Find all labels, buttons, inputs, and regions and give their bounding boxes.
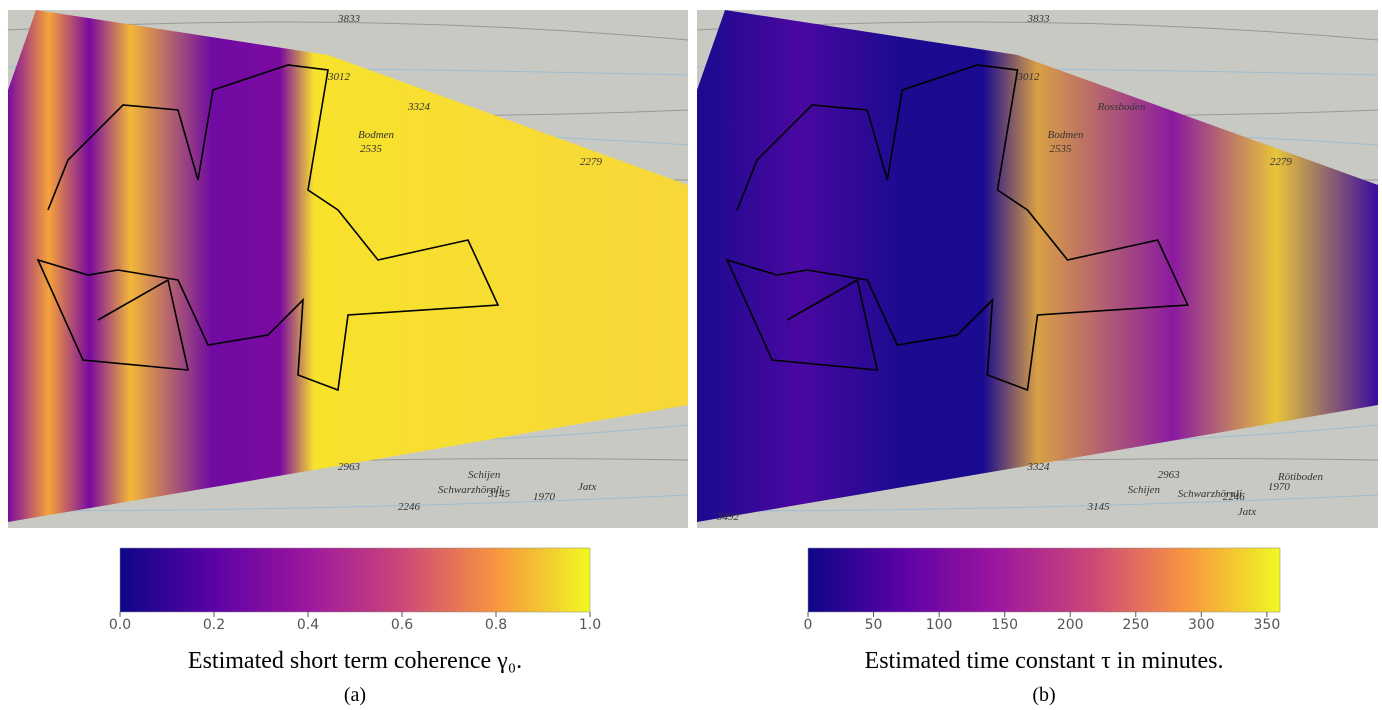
colorbar-tick-label: 1.0 (579, 617, 601, 633)
panel-label: (a) (344, 684, 366, 706)
map-label: 3012 (327, 71, 351, 83)
colorbar-tick-label: 0.0 (109, 617, 131, 633)
map-label: 1970 (533, 491, 556, 503)
map-panel: 3833 3012 Bodmen 2535 2279 Rossboden 3324 2963 S… (697, 10, 1378, 528)
map-label: 2963 (1158, 469, 1181, 481)
colorbar-tick-label: 300 (1188, 617, 1215, 633)
colorbar-tick-label: 0.4 (297, 617, 319, 633)
colorbar-tick-label: 0.2 (203, 617, 225, 633)
map-label: Schijen (1128, 484, 1161, 496)
map-label: 3145 (487, 488, 511, 500)
map-label: Rossboden (1097, 101, 1146, 113)
caption: Estimated short term coherence γ₀. (188, 648, 522, 674)
map-label: 3145 (1087, 501, 1111, 513)
colorbar-tick-label: 350 (1254, 617, 1281, 633)
colorbar-tick-label: 0.8 (485, 617, 507, 633)
map-label: 2279 (580, 156, 603, 168)
map-label: 2963 (338, 461, 361, 473)
map-panel: 38333012Bodmen2535227933242963SchijenSch… (8, 10, 688, 528)
figure: 3833 3012 Bodmen 2535 2279 3324 2963 Schijen Sch… (0, 0, 1382, 710)
map-label: Rötiboden (1277, 471, 1324, 483)
map-label: 2279 (1270, 156, 1293, 168)
colorbar-tick-label: 250 (1122, 617, 1149, 633)
colorbar-tick-label: 100 (926, 617, 953, 633)
map-label: 3324 (1026, 461, 1050, 473)
colorbar-tick-label: 150 (991, 617, 1018, 633)
colorbar (808, 548, 1280, 612)
colorbar (120, 548, 590, 612)
map-label: 3833 (337, 13, 361, 25)
caption: Estimated time constant τ in minutes. (865, 648, 1224, 674)
map-label: 2535 (360, 143, 383, 155)
panel-label: (b) (1032, 684, 1055, 706)
map-label: Schijen (468, 469, 501, 481)
map-label: Bodmen (1048, 129, 1085, 141)
map-label: 3012 (1016, 71, 1040, 83)
map-label: 3324 (407, 101, 431, 113)
map-label: 2535 (1050, 143, 1073, 155)
map-label: Jatx (1238, 506, 1256, 518)
map-label: 2246 (398, 501, 421, 513)
map-label: Jatx (578, 481, 596, 493)
map-label: 3833 (1026, 13, 1050, 25)
colorbar-tick-label: 0.6 (391, 617, 413, 633)
colorbar-tick-label: 0 (804, 617, 813, 633)
map-label: 3492 (716, 511, 740, 523)
map-label: Bodmen (358, 129, 395, 141)
colorbar-tick-label: 50 (865, 617, 883, 633)
colorbar-tick-label: 200 (1057, 617, 1084, 633)
map-label: 2246 (1223, 491, 1246, 503)
